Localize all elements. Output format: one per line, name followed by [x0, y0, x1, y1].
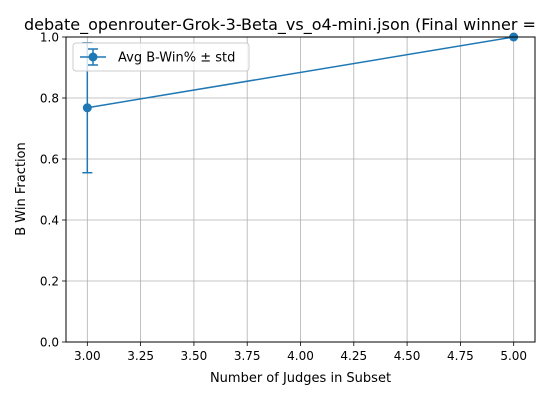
x-tick-label: 3.50: [181, 349, 208, 363]
x-tick-label: 4.25: [340, 349, 367, 363]
x-tick-label: 3.25: [127, 349, 154, 363]
y-tick-label: 1.0: [40, 31, 59, 45]
legend-box: [72, 42, 250, 72]
y-tick-label: 0.0: [40, 336, 59, 350]
x-tick-label: 5.00: [500, 349, 527, 363]
x-tick-label: 4.75: [447, 349, 474, 363]
data-point: [82, 103, 92, 113]
y-axis: 0.0 0.2 0.4 0.6 0.8 1.0: [40, 31, 66, 350]
y-tick-label: 0.8: [40, 92, 59, 106]
y-tick-label: 0.4: [40, 214, 59, 228]
series-line: [87, 36, 514, 109]
legend: Avg B-Win% ± std: [72, 42, 250, 72]
legend-label: Avg B-Win% ± std: [118, 51, 235, 66]
y-tick-label: 0.2: [40, 275, 59, 289]
y-tick-label: 0.6: [40, 153, 59, 167]
chart-title: debate_openrouter-Grok-3-Beta_vs_o4-mini…: [24, 15, 536, 35]
x-tick-label: 4.50: [394, 349, 421, 363]
legend-marker: [88, 52, 98, 62]
x-tick-label: 3.75: [234, 349, 261, 363]
y-axis-label: B Win Fraction: [14, 142, 29, 236]
x-axis-label: Number of Judges in Subset: [210, 371, 391, 386]
x-axis: 3.00 3.25 3.50 3.75 4.00 4.25 4.50 4.75 5.00: [74, 342, 527, 363]
x-tick-label: 3.00: [74, 349, 101, 363]
x-tick-label: 4.00: [287, 349, 314, 363]
